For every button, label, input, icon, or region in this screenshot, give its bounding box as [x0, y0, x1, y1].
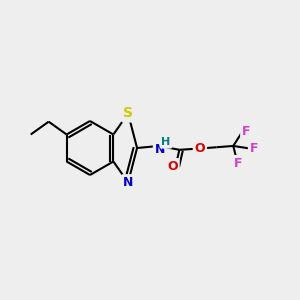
Text: F: F [242, 125, 250, 138]
Text: F: F [234, 157, 242, 170]
Text: O: O [167, 160, 178, 173]
Text: N: N [155, 143, 165, 156]
Text: O: O [195, 142, 205, 155]
Text: N: N [123, 176, 133, 189]
Text: F: F [250, 142, 258, 155]
Text: S: S [123, 106, 133, 121]
Text: H: H [161, 137, 170, 147]
